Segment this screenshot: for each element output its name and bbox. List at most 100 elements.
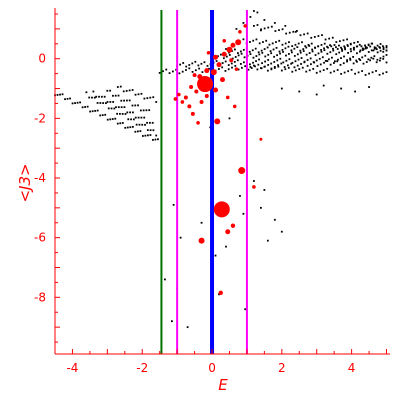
black-data-point xyxy=(291,70,294,73)
black-data-point xyxy=(294,69,297,72)
black-data-point xyxy=(335,53,338,56)
black-data-point xyxy=(355,59,358,62)
black-data-point xyxy=(146,134,149,137)
black-data-point xyxy=(332,49,335,52)
black-data-point xyxy=(317,52,320,55)
black-data-point xyxy=(364,54,367,57)
black-data-point xyxy=(188,64,191,66)
black-data-point xyxy=(132,118,135,121)
black-data-point xyxy=(144,123,146,126)
black-data-point xyxy=(364,45,367,48)
black-data-point xyxy=(215,60,218,62)
red-data-point xyxy=(196,121,200,125)
black-data-point xyxy=(66,97,69,100)
black-data-point xyxy=(368,72,370,75)
black-data-point xyxy=(228,54,231,56)
red-data-point xyxy=(234,67,239,71)
black-data-point xyxy=(123,99,125,102)
black-data-point xyxy=(298,90,301,93)
black-data-point xyxy=(171,70,174,73)
black-data-point xyxy=(347,70,350,73)
black-data-point xyxy=(114,117,117,120)
black-data-point xyxy=(307,43,310,46)
black-data-point xyxy=(228,117,231,120)
black-data-point xyxy=(155,101,158,103)
red-data-point xyxy=(180,100,185,104)
black-data-point xyxy=(95,95,98,98)
black-data-point xyxy=(378,46,381,48)
black-data-point xyxy=(317,35,320,37)
black-data-point xyxy=(318,57,321,60)
black-data-point xyxy=(378,73,381,76)
red-data-point xyxy=(213,201,230,218)
black-data-point xyxy=(239,195,241,197)
black-data-point xyxy=(346,59,348,62)
black-data-point xyxy=(254,47,257,50)
black-data-point xyxy=(131,89,134,91)
red-data-point xyxy=(199,99,204,104)
black-data-point xyxy=(249,41,251,43)
black-data-point xyxy=(303,60,306,63)
black-data-point xyxy=(367,58,370,61)
black-data-point xyxy=(379,43,382,45)
black-data-point xyxy=(323,49,326,52)
black-data-point xyxy=(379,49,382,52)
black-data-point xyxy=(306,64,309,67)
black-data-point xyxy=(89,110,92,113)
red-data-point xyxy=(210,69,217,76)
black-data-point xyxy=(194,60,197,63)
black-data-point xyxy=(179,236,182,239)
black-data-point xyxy=(367,51,370,53)
black-data-point xyxy=(102,102,105,104)
black-data-point xyxy=(96,102,99,104)
black-data-point xyxy=(142,109,145,112)
black-data-point xyxy=(243,56,246,59)
black-data-point xyxy=(76,101,79,104)
black-data-point xyxy=(370,56,373,59)
black-data-point xyxy=(336,48,339,50)
red-data-point xyxy=(225,95,230,100)
black-data-point xyxy=(382,72,384,75)
black-data-point xyxy=(79,101,82,104)
black-data-point xyxy=(275,41,277,43)
red-data-point xyxy=(190,111,195,116)
black-data-point xyxy=(146,129,149,132)
black-data-point xyxy=(231,66,233,69)
black-data-point xyxy=(312,61,315,63)
black-data-point xyxy=(284,24,287,27)
black-data-point xyxy=(335,46,337,49)
black-data-point xyxy=(260,28,262,31)
black-data-point xyxy=(376,58,379,61)
black-data-point xyxy=(120,106,123,109)
black-data-point xyxy=(148,109,151,112)
black-data-point xyxy=(323,47,325,50)
black-data-point xyxy=(361,47,364,50)
black-data-point xyxy=(379,57,382,60)
black-data-point xyxy=(282,61,285,64)
black-data-point xyxy=(267,59,270,61)
black-data-point xyxy=(137,116,140,119)
red-data-point xyxy=(204,93,209,98)
black-data-point xyxy=(121,113,124,115)
black-data-point xyxy=(385,71,388,74)
black-data-point xyxy=(261,51,264,54)
black-data-point xyxy=(284,42,287,45)
black-data-point xyxy=(269,50,272,52)
red-data-point xyxy=(225,229,231,235)
black-data-point xyxy=(382,50,385,53)
black-data-point xyxy=(110,107,113,110)
black-data-point xyxy=(294,60,297,63)
black-data-point xyxy=(259,206,262,209)
black-data-point xyxy=(128,89,131,92)
black-data-point xyxy=(109,101,112,103)
black-data-point xyxy=(296,64,299,67)
black-data-point xyxy=(305,46,308,49)
black-data-point xyxy=(220,53,222,56)
black-data-point xyxy=(308,52,311,54)
black-data-point xyxy=(131,125,134,128)
black-data-point xyxy=(64,98,66,101)
black-data-point xyxy=(294,43,297,46)
black-data-point xyxy=(201,71,204,74)
black-data-point xyxy=(352,56,355,58)
black-data-point xyxy=(242,48,245,51)
